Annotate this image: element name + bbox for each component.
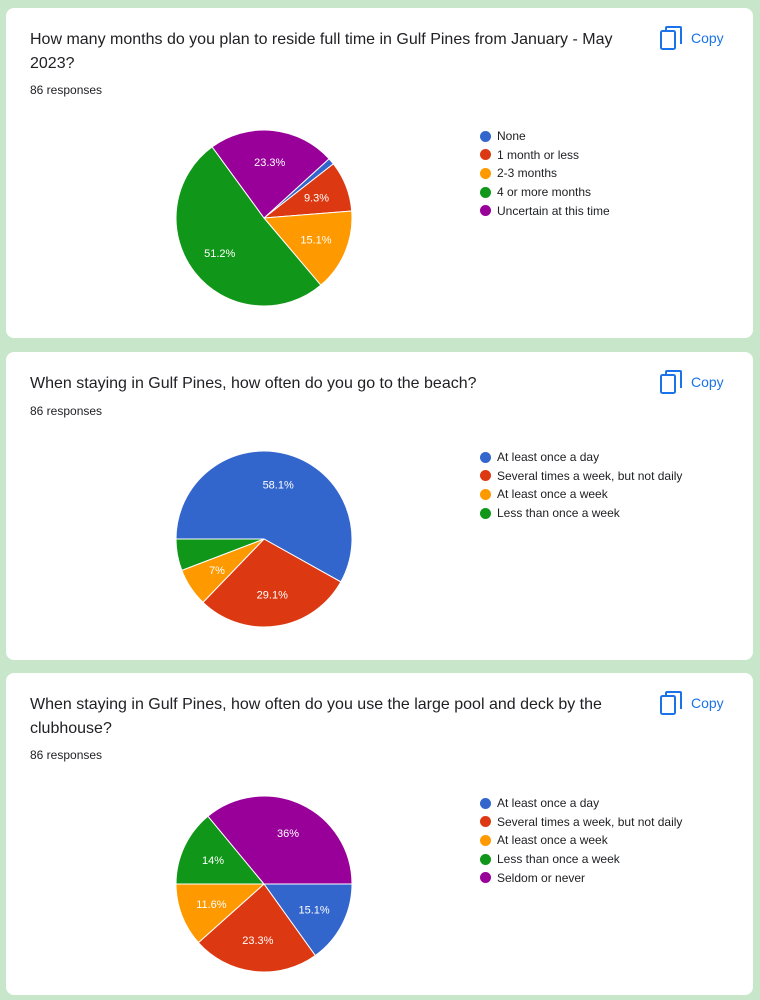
chart-legend: At least once a day Several times a week,… — [480, 794, 682, 887]
copy-button[interactable]: Copy — [660, 370, 724, 394]
legend-item-less-than-once-a-week: Less than once a week — [480, 504, 682, 523]
legend-item-none: None — [480, 127, 610, 146]
legend-swatch — [480, 834, 491, 846]
legend-swatch — [480, 167, 491, 179]
slice-data-label: 15.1% — [300, 235, 331, 247]
legend-item-2-3-months: 2-3 months — [480, 164, 610, 183]
copy-label: Copy — [691, 30, 724, 46]
slice-data-label: 7% — [209, 565, 225, 577]
question-card-1: How many months do you plan to reside fu… — [6, 8, 753, 338]
legend-swatch — [480, 872, 491, 884]
legend-label: None — [497, 129, 526, 144]
legend-label: Seldom or never — [497, 870, 586, 885]
legend-swatch — [480, 507, 491, 519]
pie-slice-at-least-once-a-week — [175, 883, 266, 944]
legend-swatch — [480, 797, 491, 809]
pie-slice-4-or-more-months — [175, 146, 322, 307]
question-card-3: When staying in Gulf Pines, how often do… — [6, 673, 753, 995]
pie-slice-several-times-a-week-but-not-daily — [202, 538, 342, 628]
legend-item-several-times-a-week-but-not-daily: Several times a week, but not daily — [480, 467, 682, 486]
slice-data-label: 29.1% — [257, 590, 288, 602]
legend-item-less-than-once-a-week: Less than once a week — [480, 850, 682, 869]
pie-slice-seldom-or-never — [207, 795, 353, 885]
pie-slice-less-than-once-a-week — [175, 815, 266, 885]
copy-icon — [660, 26, 682, 50]
legend-swatch — [480, 488, 491, 500]
slice-data-label: 58.1% — [263, 479, 294, 491]
legend-item-1-month-or-less: 1 month or less — [480, 146, 610, 165]
legend-label: 2-3 months — [497, 166, 558, 181]
pie-chart: 15.1% 23.3% 11.6% 14% 36% — [175, 795, 353, 973]
response-count: 86 responses — [30, 748, 103, 762]
legend-label: 1 month or less — [497, 147, 580, 162]
legend-item-uncertain-at-this-time: Uncertain at this time — [480, 201, 610, 220]
copy-button[interactable]: Copy — [660, 26, 724, 50]
legend-label: At least once a day — [497, 450, 600, 465]
copy-label: Copy — [691, 695, 724, 711]
pie-slice-uncertain-at-this-time — [211, 129, 330, 219]
legend-item-at-least-once-a-week: At least once a week — [480, 831, 682, 850]
copy-icon — [660, 691, 682, 715]
legend-label: At least once a week — [497, 833, 608, 848]
pie-slice-2-3-months — [262, 210, 353, 286]
pie-chart: 9.3% 15.1% 51.2% 23.3% — [175, 129, 353, 307]
question-title: When staying in Gulf Pines, how often do… — [30, 375, 477, 392]
legend-swatch — [480, 853, 491, 865]
question-title: How many months do you plan to reside fu… — [30, 31, 613, 72]
legend-item-4-or-more-months: 4 or more months — [480, 183, 610, 202]
pie-chart: 58.1% 29.1% 7% — [175, 450, 353, 628]
legend-label: Uncertain at this time — [497, 203, 610, 218]
slice-data-label: 15.1% — [298, 905, 329, 917]
legend-label: Less than once a week — [497, 852, 620, 867]
copy-icon — [660, 370, 682, 394]
pie-slice-at-least-once-a-day — [175, 450, 353, 583]
legend-swatch — [480, 186, 491, 198]
legend-swatch — [480, 470, 491, 482]
slice-data-label: 11.6% — [196, 899, 227, 911]
slice-data-label: 36% — [277, 828, 299, 840]
legend-item-at-least-once-a-day: At least once a day — [480, 448, 682, 467]
slice-data-label: 51.2% — [204, 248, 235, 260]
question-card-2: When staying in Gulf Pines, how often do… — [6, 352, 753, 660]
response-count: 86 responses — [30, 404, 103, 418]
legend-label: Less than once a week — [497, 506, 620, 521]
legend-swatch — [480, 816, 491, 828]
response-count: 86 responses — [30, 83, 103, 97]
legend-item-at-least-once-a-day: At least once a day — [480, 794, 682, 813]
pie-slice-at-least-once-a-day — [263, 883, 353, 957]
legend-item-at-least-once-a-week: At least once a week — [480, 485, 682, 504]
copy-label: Copy — [691, 374, 724, 390]
legend-item-seldom-or-never: Seldom or never — [480, 868, 682, 887]
slice-data-label: 9.3% — [304, 193, 329, 205]
legend-label: Several times a week, but not daily — [497, 814, 683, 829]
chart-legend: None 1 month or less 2-3 months 4 or more m… — [480, 127, 610, 220]
legend-swatch — [480, 451, 491, 463]
legend-swatch — [480, 149, 491, 161]
pie-slice-less-than-once-a-week — [175, 538, 265, 572]
slice-data-label: 23.3% — [242, 935, 273, 947]
chart-legend: At least once a day Several times a week,… — [480, 448, 682, 522]
legend-label: At least once a day — [497, 796, 600, 811]
legend-label: Several times a week, but not daily — [497, 468, 683, 483]
legend-swatch — [480, 130, 491, 142]
slice-data-label: 23.3% — [254, 157, 285, 169]
legend-item-several-times-a-week-but-not-daily: Several times a week, but not daily — [480, 813, 682, 832]
copy-button[interactable]: Copy — [660, 691, 724, 715]
legend-label: At least once a week — [497, 487, 608, 502]
legend-label: 4 or more months — [497, 185, 592, 200]
question-title: When staying in Gulf Pines, how often do… — [30, 696, 602, 737]
slice-data-label: 14% — [202, 855, 224, 867]
legend-swatch — [480, 205, 491, 217]
pie-slice-several-times-a-week-but-not-daily — [197, 883, 316, 973]
